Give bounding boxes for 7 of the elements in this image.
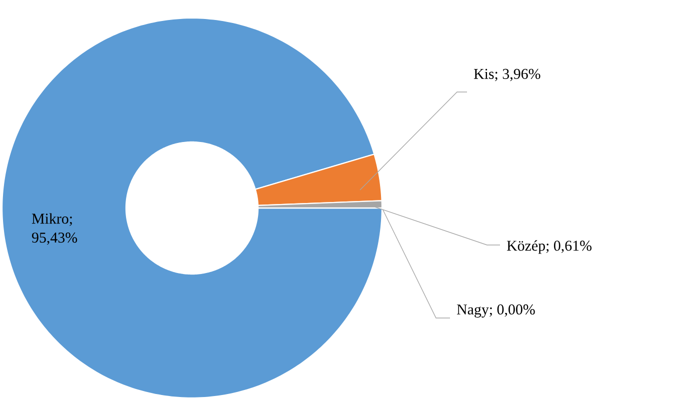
- data-label: ; 3,96%: [495, 68, 540, 82]
- category-label: Nagy: [456, 304, 489, 318]
- slice-label: Mikro: [32, 213, 68, 224]
- text: ; 0,00%: [490, 304, 535, 317]
- data-label: ; 0,61%: [546, 240, 592, 253]
- slice-label: Kis: [474, 68, 494, 79]
- slice-label: Közép: [506, 240, 545, 254]
